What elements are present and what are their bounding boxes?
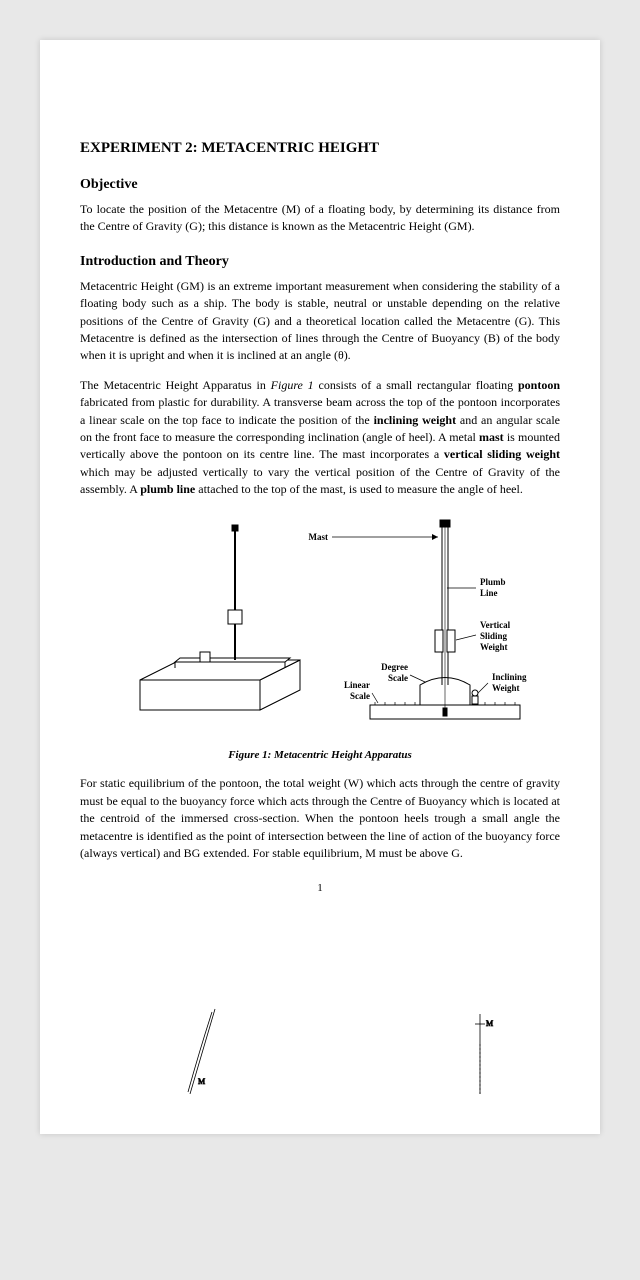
label-inclining: Inclining: [492, 672, 527, 682]
label-weight2: Weight: [492, 683, 520, 693]
equilibrium-para: For static equilibrium of the pontoon, t…: [80, 775, 560, 862]
figure-caption: Figure 1: Metacentric Height Apparatus: [80, 749, 560, 761]
intro-para1: Metacentric Height (GM) is an extreme im…: [80, 278, 560, 365]
label-degree: Degree: [381, 662, 408, 672]
label-sliding: Sliding: [480, 631, 508, 641]
svg-text:M: M: [198, 1077, 205, 1086]
objective-heading: Objective: [80, 177, 560, 193]
svg-text:M: M: [486, 1019, 493, 1028]
page-number: 1: [80, 882, 560, 894]
label-linear: Linear: [344, 680, 370, 690]
label-mast: Mast: [309, 532, 329, 542]
intro-heading: Introduction and Theory: [80, 254, 560, 270]
label-weight: Weight: [480, 642, 508, 652]
label-scale2: Scale: [350, 691, 370, 701]
document-page: EXPERIMENT 2: METACENTRIC HEIGHT Objecti…: [40, 40, 600, 1134]
label-vertical: Vertical: [480, 620, 511, 630]
objective-text: To locate the position of the Metacentre…: [80, 201, 560, 236]
partial-next-figure: M M: [80, 954, 560, 1094]
label-plumb: Plumb: [480, 577, 506, 587]
label-scale: Scale: [388, 673, 408, 683]
intro-para2: The Metacentric Height Apparatus in Figu…: [80, 377, 560, 499]
figure-1: Mast Plumb Line Vertical Sliding Weight …: [80, 510, 560, 745]
experiment-title: EXPERIMENT 2: METACENTRIC HEIGHT: [80, 140, 560, 157]
label-line: Line: [480, 588, 498, 598]
